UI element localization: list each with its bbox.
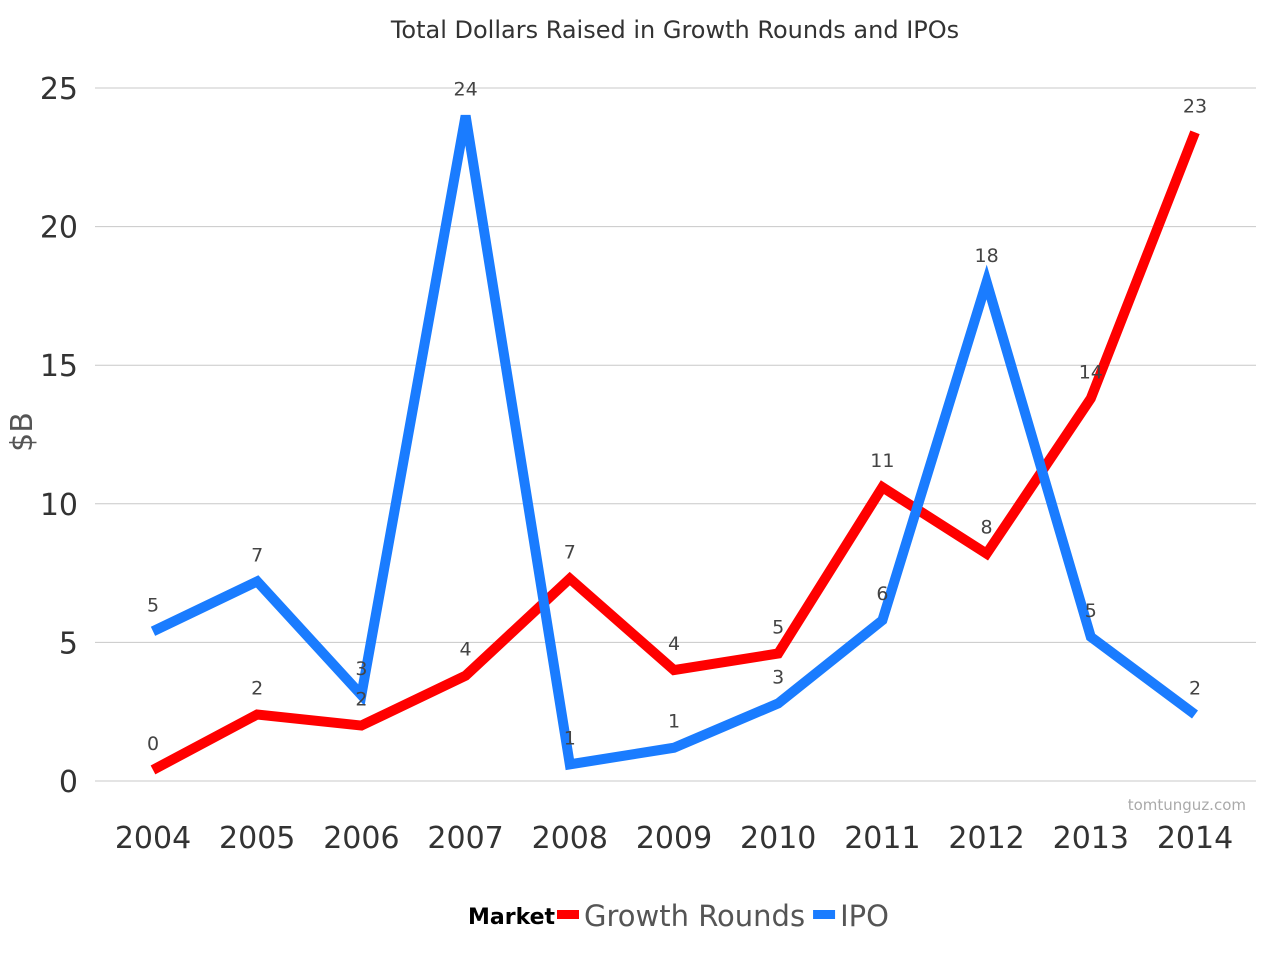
gridlines	[95, 87, 1256, 782]
data-label: 18	[975, 245, 999, 267]
legend-swatch	[557, 910, 579, 919]
data-label: 3	[355, 658, 367, 680]
y-tick-label: 15	[40, 349, 78, 384]
legend-swatch	[813, 910, 836, 919]
x-tick-label: 2004	[115, 821, 191, 856]
legend-entry: IPO	[840, 899, 889, 933]
data-label: 2	[251, 677, 263, 699]
x-tick-label: 2011	[844, 821, 920, 856]
legend: Market Growth Rounds IPO	[468, 899, 889, 933]
data-label: 2	[1189, 677, 1201, 699]
x-tick-label: 2005	[219, 821, 295, 856]
data-label: 1	[564, 727, 576, 749]
x-tick-label: 2007	[427, 821, 503, 856]
data-label: 11	[870, 450, 894, 472]
data-label: 4	[460, 639, 472, 661]
data-label: 14	[1079, 361, 1103, 383]
data-label: 7	[564, 542, 576, 564]
y-tick-label: 20	[40, 211, 78, 246]
legend-title: Market	[468, 905, 556, 930]
y-tick-label: 0	[59, 765, 78, 800]
x-tick-label: 2010	[740, 821, 816, 856]
data-label: 2	[355, 689, 367, 711]
x-axis-ticks: 2004 2005 2006 2007 2008 2009 2010 2011 2012 2013…	[115, 821, 1233, 856]
legend-entry: Growth Rounds	[584, 899, 805, 933]
data-label: 0	[147, 733, 159, 755]
y-axis-ticks: 0 5 10 15 20 25	[40, 72, 78, 800]
data-label: 24	[454, 79, 478, 101]
chart-title: Total Dollars Raised in Growth Rounds an…	[390, 16, 959, 44]
data-label: 1	[668, 711, 680, 733]
data-label: 4	[668, 633, 680, 655]
x-tick-label: 2008	[532, 821, 608, 856]
y-axis-label: $B	[5, 412, 40, 452]
x-tick-label: 2014	[1157, 821, 1233, 856]
data-label: 5	[772, 616, 784, 638]
y-tick-label: 5	[59, 626, 78, 661]
data-label: 8	[981, 517, 993, 539]
data-label: 7	[251, 544, 263, 566]
x-tick-label: 2009	[636, 821, 712, 856]
x-tick-label: 2006	[323, 821, 399, 856]
y-tick-label: 25	[40, 72, 78, 107]
y-tick-label: 10	[40, 488, 78, 523]
data-label: 3	[772, 666, 784, 688]
credit-text: tomtunguz.com	[1128, 796, 1246, 814]
x-tick-label: 2013	[1053, 821, 1129, 856]
series-lines	[150, 114, 1200, 775]
data-label: 6	[876, 583, 888, 605]
data-label: 5	[147, 594, 159, 616]
x-tick-label: 2012	[948, 821, 1024, 856]
data-label: 5	[1085, 600, 1097, 622]
data-label: 23	[1183, 95, 1207, 117]
